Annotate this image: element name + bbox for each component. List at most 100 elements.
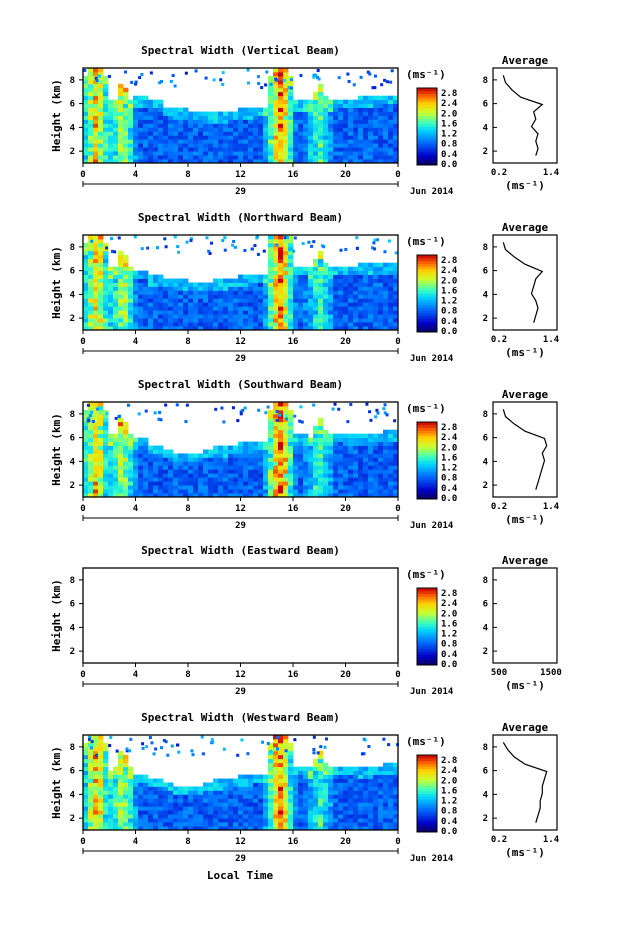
heatmap-cell (88, 79, 94, 85)
heatmap-cell (393, 786, 399, 791)
colorbar-band (417, 829, 437, 833)
heatmap-cell (388, 806, 394, 811)
heatmap-cell (348, 786, 354, 791)
x-tick-label: 4 (133, 337, 139, 347)
heatmap-cell (108, 123, 114, 128)
colorbar-band (417, 779, 437, 783)
heatmap-cell (383, 123, 389, 128)
heatmap-cell (257, 408, 261, 412)
heatmap-cell (378, 115, 384, 120)
heatmap-cell (333, 481, 339, 486)
y-tick-label: 2 (70, 814, 75, 824)
heatmap-cell (183, 139, 189, 144)
heatmap-cell (158, 310, 164, 315)
heatmap-cell (358, 151, 364, 156)
heatmap-cell (108, 826, 114, 831)
heatmap-cell (363, 119, 369, 124)
heatmap-cell (98, 242, 104, 248)
heatmap-cell (313, 127, 319, 132)
heatmap-cell (348, 806, 354, 811)
heatmap-cell (238, 810, 244, 815)
heatmap-cell (308, 778, 314, 783)
heatmap-cell (273, 238, 279, 244)
heatmap-cell (198, 806, 204, 811)
heatmap-cell (363, 318, 369, 323)
heatmap-cell (168, 123, 174, 128)
heatmap-cell (253, 778, 259, 783)
profile-y-tick-label: 4 (483, 457, 489, 467)
heatmap-cell (208, 318, 214, 323)
heatmap-cell (128, 802, 134, 807)
heatmap-cell (318, 139, 324, 144)
heatmap-cell (318, 127, 324, 132)
heatmap-cell (201, 752, 205, 756)
heatmap-cell (133, 794, 139, 799)
heatmap-cell (103, 437, 109, 442)
heatmap-cell (103, 123, 109, 128)
heatmap-cell (218, 449, 224, 454)
heatmap-cell (368, 127, 374, 132)
heatmap-cell (323, 159, 329, 164)
heatmap-cell (258, 469, 264, 474)
heatmap-cell (253, 111, 259, 116)
heatmap-cell (333, 802, 339, 807)
heatmap-cell (363, 270, 369, 275)
heatmap-cell (123, 274, 129, 279)
heatmap-cell (323, 477, 329, 482)
heatmap-cell (248, 485, 254, 490)
heatmap-cell (368, 302, 374, 307)
heatmap-cell (328, 477, 334, 482)
heatmap-cell (308, 774, 314, 779)
y-axis-label: Height (km) (50, 413, 63, 486)
heatmap-cell (233, 159, 239, 164)
heatmap-cell (243, 274, 249, 279)
heatmap-cell (118, 453, 124, 458)
x-tick-label: 4 (133, 670, 139, 680)
heatmap-cell (178, 139, 184, 144)
heatmap-cell (378, 278, 384, 283)
heatmap-cell (303, 433, 309, 439)
heatmap-cell (308, 111, 314, 116)
heatmap-cell (333, 794, 339, 799)
heatmap-cell (98, 314, 104, 319)
heatmap-cell (223, 818, 229, 823)
heatmap-cell (134, 82, 138, 86)
heatmap-cell (178, 282, 184, 287)
heatmap-cell (123, 481, 129, 486)
heatmap-cell (163, 493, 169, 498)
heatmap-cell (113, 437, 119, 442)
heatmap-cell (208, 802, 214, 807)
heatmap-cell (278, 298, 284, 303)
heatmap-cell (348, 465, 354, 470)
heatmap-cell (378, 282, 384, 287)
heatmap-cell (118, 131, 124, 136)
heatmap-cell (163, 465, 169, 470)
heatmap-cell (188, 481, 194, 486)
heatmap-cell (378, 111, 384, 116)
heatmap-cell (153, 111, 159, 116)
heatmap-cell (338, 302, 344, 307)
heatmap-cell (212, 78, 216, 82)
heatmap-cell (323, 107, 329, 112)
heatmap-cell (93, 238, 99, 244)
heatmap-cell (143, 159, 149, 164)
heatmap-cell (163, 449, 169, 454)
heatmap-cell (353, 159, 359, 164)
heatmap-cell (158, 143, 164, 148)
heatmap-cell (118, 294, 124, 299)
heatmap-cell (98, 758, 104, 764)
heatmap-cell (83, 493, 89, 498)
heatmap-cell (93, 758, 99, 764)
heatmap-cell (323, 290, 329, 295)
heatmap-cell (323, 473, 329, 478)
heatmap-cell (248, 111, 254, 116)
heatmap-cell (288, 151, 294, 156)
x-tick-label: 12 (235, 504, 246, 514)
heatmap-cell (343, 270, 349, 275)
heatmap-cell (373, 238, 377, 242)
heatmap-cell (123, 493, 129, 498)
heatmap-cell (338, 493, 344, 498)
heatmap-cell (263, 473, 269, 478)
heatmap-cell (323, 481, 329, 486)
heatmap-cell (83, 818, 89, 823)
